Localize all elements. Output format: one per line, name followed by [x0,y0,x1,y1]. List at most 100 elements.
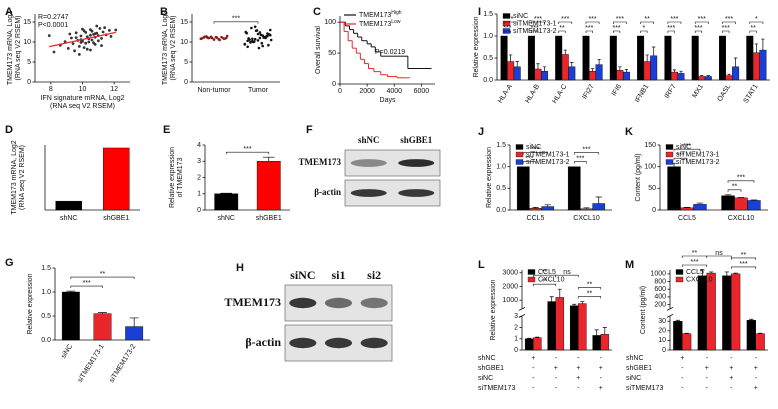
point [74,36,78,39]
blot-band [360,297,388,309]
bar [682,333,692,351]
y-tick-label: 10 [658,337,666,344]
significance-bracket [640,30,648,33]
condition-label: siNC [478,375,493,382]
condition-label: siNC [626,375,641,382]
y-tick-label: 0.0 [483,77,493,84]
y-tick-label: 2 [197,174,201,181]
bar [746,35,754,81]
bar [680,207,694,211]
legend-label: TMEM173 [359,21,391,28]
bar [125,326,144,341]
point [81,27,84,31]
error-bar [98,312,107,314]
bar [592,203,606,211]
x-tick-label: 8 [49,86,53,93]
y-tick-label: 1.0 [496,164,506,171]
point [264,36,267,40]
point [256,32,260,36]
bar [93,313,112,341]
y-tick-label: 3 [197,158,201,165]
blot-band [324,337,353,349]
x-tick-label: siTMEM173-1 [77,343,106,384]
x-tick-label: 4000 [386,88,402,95]
legend-label: siTMEM173-1 [526,151,570,158]
condition-sign: - [706,385,709,392]
x-tick-label: shGBE1 [103,215,129,222]
y-tick-label: 0 [652,207,656,214]
point [109,35,113,38]
condition-sign: - [681,375,684,382]
condition-label: shGBE1 [478,365,504,372]
significance-label: ** [508,16,514,23]
significance-bracket [694,21,709,24]
x-tick-label: shNC [217,215,235,222]
error-bar [733,57,738,67]
condition-sign: + [599,365,603,372]
point [261,44,265,48]
x-tick-label: MX1 [691,83,705,99]
significance-label: *** [670,16,678,23]
point [89,33,92,37]
bar [507,61,515,81]
significance-label: ** [542,269,548,276]
blot-band [350,189,387,197]
significance-bracket [727,189,742,192]
bar [527,35,535,81]
annotation: R=0.2747 [38,14,69,21]
bar [622,71,630,81]
blot-lane-label: siNC [290,268,315,282]
error-bar [509,54,513,62]
y-tick-label: 800 [654,278,666,285]
bar [731,273,741,351]
condition-sign: - [532,365,535,372]
condition-sign: + [576,375,580,382]
error-bar [557,288,562,298]
y-tick-label: 5 [184,59,188,66]
point [253,37,257,41]
point [77,45,81,48]
significance-bracket [667,21,682,24]
bar [541,70,548,81]
point [84,31,88,34]
y-axis-label: of TMEM173 [177,157,184,197]
point [68,32,72,36]
bar [693,204,707,211]
panel-label: J [478,126,484,138]
y-tick-label: 5 [27,59,31,66]
error-bar [645,54,649,62]
point [266,34,269,38]
bar [698,76,706,81]
significance-label: ** [692,250,698,257]
legend-label: siNC [526,144,541,151]
legend-label: CXCL10 [686,276,713,283]
point [258,31,262,34]
y-tick-label: 3 [514,313,518,320]
point [90,29,94,33]
point [250,26,253,30]
y-axis-label: TMEM173 mRNA, Log2 [11,140,18,214]
bar [664,35,672,81]
x-tick-label: HLA-C [551,83,568,105]
significance-bracket [503,21,518,24]
panel-label: C [313,6,321,18]
condition-sign: + [729,375,733,382]
y-tick-label: 1 [514,336,518,343]
point [249,40,252,44]
legend-label: siTMEM173-2 [526,159,570,166]
legend-label: CXCL10 [538,276,565,283]
point [100,37,103,40]
panel-label: L [478,259,485,271]
bar [102,147,130,211]
significance-label: *** [576,156,584,163]
error-bar [570,62,574,67]
panel-label: G [5,257,14,269]
significance-bracket [612,30,621,33]
y-tick-label: 0 [514,347,518,354]
bar [732,66,740,81]
point [215,36,219,39]
bar [722,275,732,351]
significance-label: ** [587,281,593,288]
x-tick-label: IFI6 [611,83,623,97]
bar [534,68,542,81]
